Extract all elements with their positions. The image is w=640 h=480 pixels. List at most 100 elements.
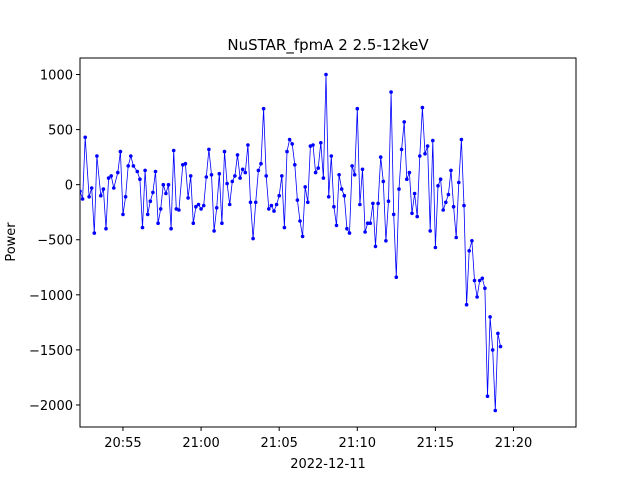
y-tick-label: −2000 — [29, 399, 73, 414]
data-point — [101, 187, 106, 191]
data-point — [269, 203, 274, 208]
data-point — [438, 177, 443, 181]
data-point — [188, 174, 193, 178]
data-point — [196, 202, 201, 207]
data-point — [169, 226, 173, 231]
data-point — [243, 170, 248, 175]
x-tick-label: 21:10 — [339, 436, 376, 451]
data-point — [285, 149, 289, 154]
data-point — [290, 142, 295, 146]
data-point — [253, 200, 258, 205]
data-point — [399, 147, 404, 152]
data-point — [118, 149, 123, 154]
data-point — [80, 197, 85, 201]
data-point — [420, 105, 425, 110]
data-point — [355, 106, 360, 111]
data-point — [248, 200, 253, 205]
data-point — [378, 155, 383, 159]
data-point — [209, 173, 214, 177]
data-point — [121, 212, 125, 217]
y-tick-label: −500 — [37, 234, 73, 249]
data-point — [389, 90, 393, 94]
y-tick-label: −1500 — [29, 344, 73, 359]
data-point — [204, 175, 209, 179]
data-point — [199, 207, 203, 211]
data-point — [326, 195, 331, 199]
data-point — [246, 143, 250, 147]
data-point — [109, 174, 113, 178]
data-point — [116, 170, 120, 175]
data-point — [451, 204, 456, 209]
data-point — [135, 169, 140, 174]
data-point — [397, 187, 401, 191]
data-point — [423, 152, 427, 156]
data-point — [376, 201, 380, 206]
x-tick-label: 21:15 — [417, 436, 454, 451]
data-point — [233, 174, 237, 178]
data-point — [267, 207, 271, 211]
data-point — [95, 154, 99, 158]
data-point — [334, 223, 339, 228]
data-point — [342, 193, 347, 198]
y-tick-label: −1000 — [29, 289, 73, 304]
data-point — [156, 221, 160, 225]
data-point — [238, 176, 242, 180]
data-point — [87, 195, 91, 199]
data-point — [177, 208, 181, 212]
data-point — [386, 199, 391, 203]
data-point — [345, 226, 349, 231]
data-point — [287, 137, 292, 142]
data-point — [373, 244, 378, 249]
data-point — [350, 164, 354, 168]
data-point — [496, 331, 500, 336]
data-point — [311, 143, 315, 147]
data-point — [207, 147, 211, 152]
data-point — [418, 154, 422, 158]
data-point — [319, 141, 323, 145]
data-point — [493, 408, 498, 413]
data-point — [405, 177, 409, 181]
data-point — [298, 219, 302, 223]
data-point — [83, 135, 87, 140]
data-point — [313, 170, 318, 175]
data-point — [490, 348, 495, 352]
data-point — [470, 239, 474, 243]
data-point — [441, 208, 446, 212]
data-point — [151, 190, 155, 195]
data-point — [112, 186, 116, 190]
data-point — [363, 230, 367, 234]
x-axis: 20:55 21:00 21:05 21:10 21:15 21:20 — [104, 427, 532, 451]
data-point — [106, 176, 111, 180]
data-point — [407, 170, 412, 175]
y-tick-label: 0 — [65, 179, 73, 194]
y-axis-label: Power — [4, 222, 19, 262]
data-point — [431, 138, 435, 143]
data-point — [428, 229, 433, 233]
data-point — [261, 106, 266, 111]
x-tick-label: 21:00 — [182, 436, 219, 451]
data-point — [321, 176, 326, 180]
data-point — [446, 192, 451, 197]
data-point — [161, 182, 166, 187]
plot-area — [79, 57, 577, 428]
y-tick-label: 500 — [48, 124, 73, 139]
plot-frame — [79, 57, 577, 428]
data-point — [140, 225, 145, 230]
data-point — [171, 148, 176, 153]
data-point — [371, 201, 375, 206]
data-point — [339, 187, 344, 191]
data-point — [488, 315, 492, 319]
data-point — [240, 167, 245, 172]
data-point — [99, 193, 103, 198]
series-layer — [80, 72, 503, 413]
data-point — [145, 212, 150, 217]
y-tick-label: 1000 — [40, 69, 73, 84]
data-point — [485, 394, 490, 399]
data-point — [295, 198, 300, 202]
data-point — [449, 168, 453, 173]
x-tick-label: 20:55 — [104, 436, 141, 451]
data-point — [225, 181, 229, 186]
series-line — [80, 74, 501, 411]
data-point — [477, 278, 482, 283]
data-point — [436, 184, 440, 188]
